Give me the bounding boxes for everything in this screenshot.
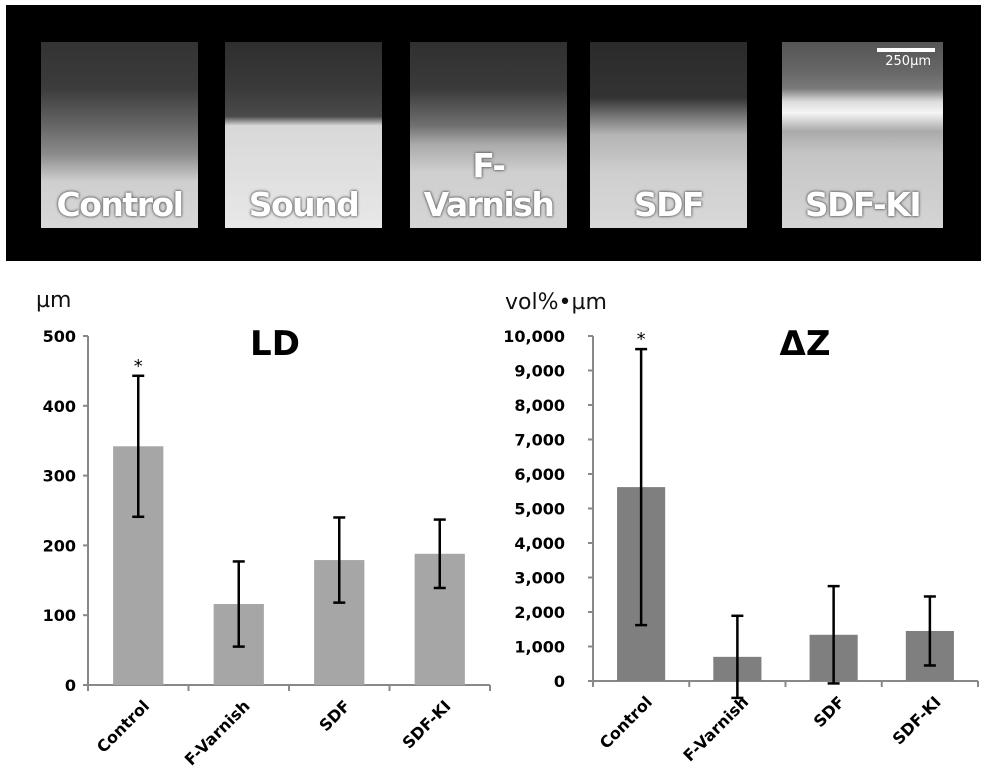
- y-tick-label: 0: [554, 672, 565, 691]
- chart-title: ΔZ: [780, 324, 831, 364]
- y-tick-label: 6,000: [514, 465, 565, 484]
- micrograph-sound: Sound: [225, 42, 382, 228]
- y-tick-label: 300: [43, 467, 76, 486]
- micrograph-control: Control: [41, 42, 198, 228]
- scale-label: 250µm: [885, 54, 931, 69]
- y-tick-label: 4,000: [514, 534, 565, 553]
- image-label: Sound: [248, 185, 360, 224]
- micrograph-sdf: SDF: [590, 42, 747, 228]
- y-tick-label: 10,000: [503, 327, 565, 346]
- x-tick-label: Control: [93, 696, 153, 756]
- significance-marker: *: [134, 356, 143, 377]
- x-tick-label: SDF-KI: [399, 696, 455, 752]
- y-tick-label: 9,000: [514, 362, 565, 381]
- image-label: F-Varnish: [423, 146, 555, 224]
- dz-y-unit: vol%•µm: [505, 290, 607, 315]
- scale-bar: [877, 48, 935, 52]
- image-label: SDF: [633, 185, 705, 224]
- micrograph-panel: Control Sound F-Varnish SDF SDF-KI 250µm: [6, 5, 981, 261]
- chart-title: LD: [250, 324, 300, 364]
- x-tick-label: F-Varnish: [181, 696, 254, 769]
- image-label: Control: [56, 185, 184, 224]
- y-tick-label: 8,000: [514, 396, 565, 415]
- image-label: SDF-KI: [804, 185, 922, 224]
- y-tick-label: 3,000: [514, 569, 565, 588]
- significance-marker: *: [637, 329, 646, 350]
- x-tick-label: SDF-KI: [889, 692, 945, 748]
- y-tick-label: 1,000: [514, 638, 565, 657]
- y-tick-label: 7,000: [514, 431, 565, 450]
- y-tick-label: 0: [65, 676, 76, 695]
- micrograph-sdf-ki: SDF-KI 250µm: [782, 42, 943, 228]
- x-tick-label: F-Varnish: [679, 692, 752, 765]
- ld-y-unit: µm: [36, 288, 72, 313]
- y-tick-label: 100: [43, 606, 76, 625]
- y-tick-label: 2,000: [514, 603, 565, 622]
- x-tick-label: Control: [596, 692, 656, 752]
- y-tick-label: 5,000: [514, 500, 565, 519]
- y-tick-label: 500: [43, 327, 76, 346]
- x-tick-label: SDF: [315, 696, 354, 735]
- y-tick-label: 400: [43, 397, 76, 416]
- micrograph-f-varnish: F-Varnish: [410, 42, 567, 228]
- y-tick-label: 200: [43, 536, 76, 555]
- x-tick-label: SDF: [810, 692, 849, 731]
